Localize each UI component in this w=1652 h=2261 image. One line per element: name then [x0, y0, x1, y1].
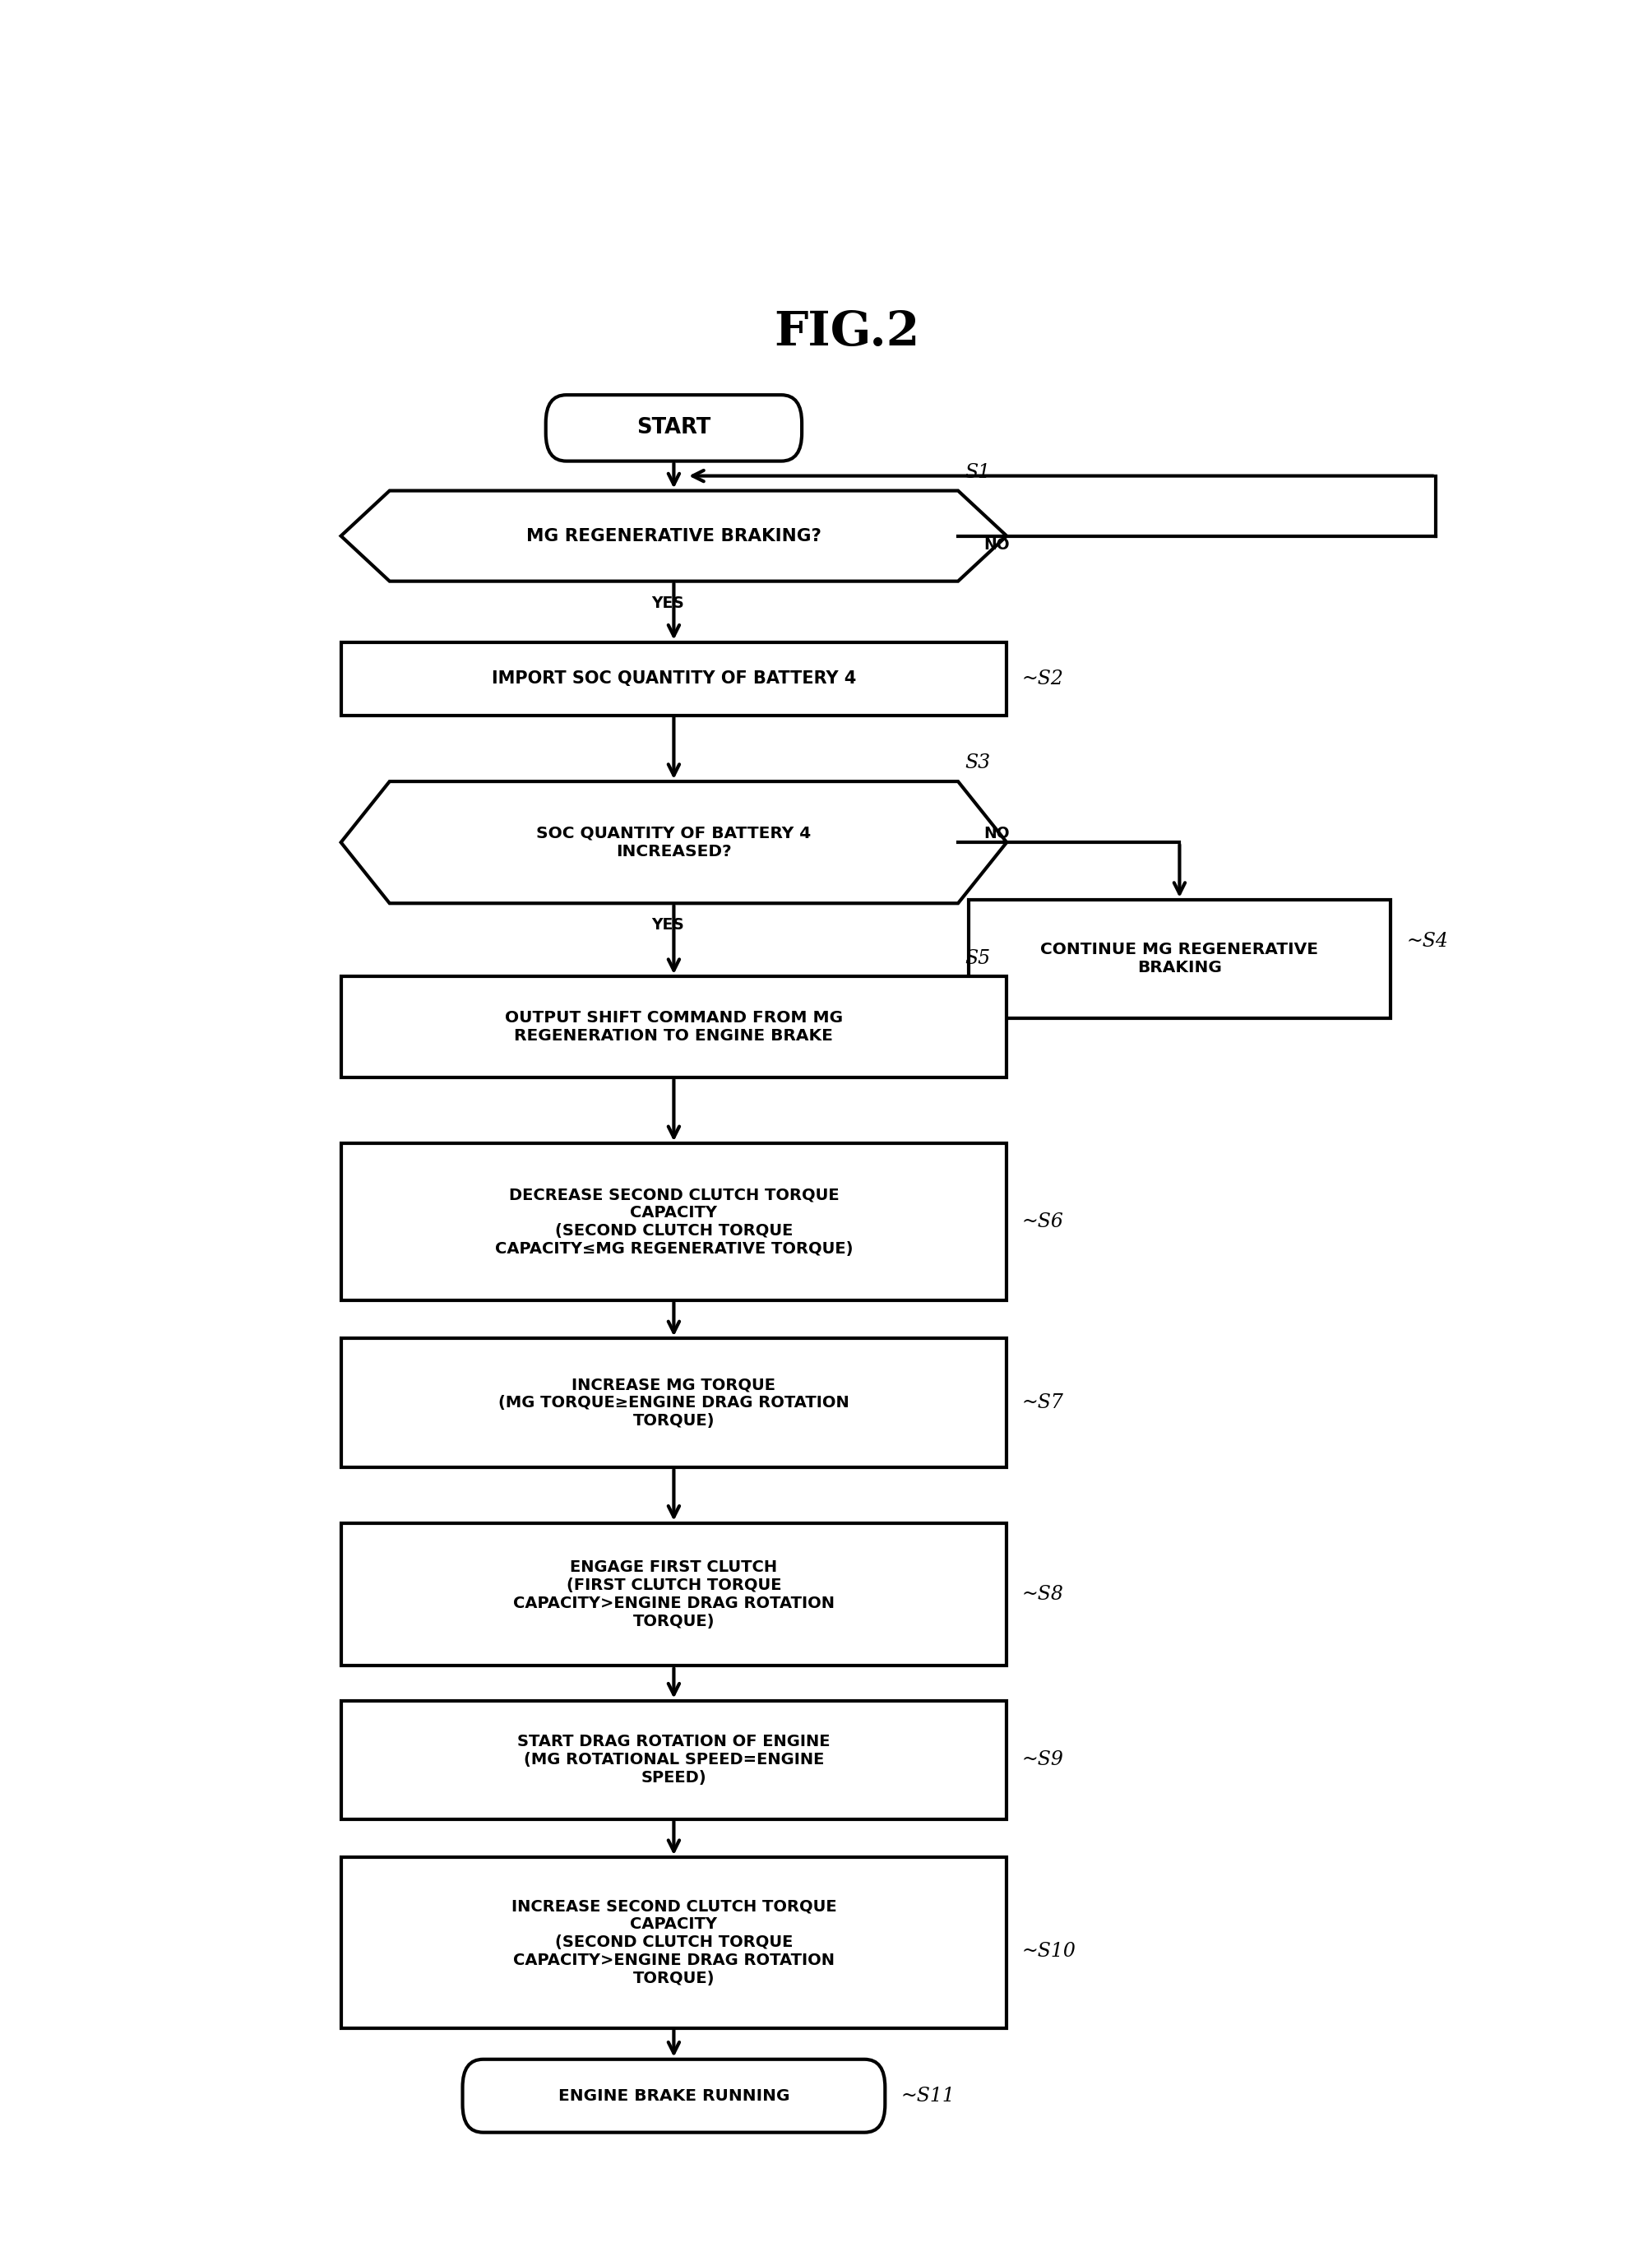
Text: FIG.2: FIG.2 [773, 310, 920, 355]
Text: INCREASE MG TORQUE
(MG TORQUE≥ENGINE DRAG ROTATION
TORQUE): INCREASE MG TORQUE (MG TORQUE≥ENGINE DRA… [499, 1377, 849, 1429]
Text: ENGINE BRAKE RUNNING: ENGINE BRAKE RUNNING [558, 2089, 790, 2103]
FancyBboxPatch shape [463, 2060, 885, 2132]
Text: NO: NO [983, 536, 1009, 552]
Text: YES: YES [651, 918, 684, 934]
Text: S1: S1 [965, 464, 990, 482]
Text: ENGAGE FIRST CLUTCH
(FIRST CLUTCH TORQUE
CAPACITY>ENGINE DRAG ROTATION
TORQUE): ENGAGE FIRST CLUTCH (FIRST CLUTCH TORQUE… [514, 1560, 834, 1630]
Polygon shape [340, 491, 1006, 581]
FancyBboxPatch shape [545, 396, 801, 461]
Polygon shape [340, 782, 1006, 904]
Text: START DRAG ROTATION OF ENGINE
(MG ROTATIONAL SPEED=ENGINE
SPEED): START DRAG ROTATION OF ENGINE (MG ROTATI… [517, 1734, 831, 1786]
Text: ~S7: ~S7 [1023, 1393, 1064, 1413]
Bar [340, 1144, 1006, 1300]
Text: ~S10: ~S10 [1023, 1942, 1075, 1960]
Text: DECREASE SECOND CLUTCH TORQUE
CAPACITY
(SECOND CLUTCH TORQUE
CAPACITY≤MG REGENER: DECREASE SECOND CLUTCH TORQUE CAPACITY (… [494, 1187, 852, 1257]
Text: ~S6: ~S6 [1023, 1212, 1064, 1232]
Text: ~S4: ~S4 [1406, 932, 1447, 952]
Bar [340, 1856, 1006, 2028]
Text: START: START [636, 418, 710, 439]
Text: S5: S5 [965, 950, 990, 968]
Text: S3: S3 [965, 753, 990, 773]
Text: SOC QUANTITY OF BATTERY 4
INCREASED?: SOC QUANTITY OF BATTERY 4 INCREASED? [537, 825, 811, 859]
Bar [968, 900, 1391, 1017]
Text: INCREASE SECOND CLUTCH TORQUE
CAPACITY
(SECOND CLUTCH TORQUE
CAPACITY>ENGINE DRA: INCREASE SECOND CLUTCH TORQUE CAPACITY (… [510, 1899, 836, 1987]
Text: MG REGENERATIVE BRAKING?: MG REGENERATIVE BRAKING? [527, 527, 821, 545]
Text: ~S2: ~S2 [1023, 669, 1064, 687]
Bar [340, 1700, 1006, 1820]
Text: IMPORT SOC QUANTITY OF BATTERY 4: IMPORT SOC QUANTITY OF BATTERY 4 [492, 672, 856, 687]
Text: NO: NO [983, 825, 1009, 841]
Text: ~S9: ~S9 [1023, 1750, 1064, 1770]
Text: OUTPUT SHIFT COMMAND FROM MG
REGENERATION TO ENGINE BRAKE: OUTPUT SHIFT COMMAND FROM MG REGENERATIO… [506, 1011, 843, 1045]
Text: ~S11: ~S11 [900, 2087, 955, 2105]
Text: ~S8: ~S8 [1023, 1585, 1064, 1603]
Bar [340, 977, 1006, 1078]
Text: YES: YES [651, 595, 684, 610]
Bar [340, 1524, 1006, 1666]
Bar [340, 642, 1006, 714]
Bar [340, 1339, 1006, 1467]
Text: CONTINUE MG REGENERATIVE
BRAKING: CONTINUE MG REGENERATIVE BRAKING [1041, 943, 1318, 977]
